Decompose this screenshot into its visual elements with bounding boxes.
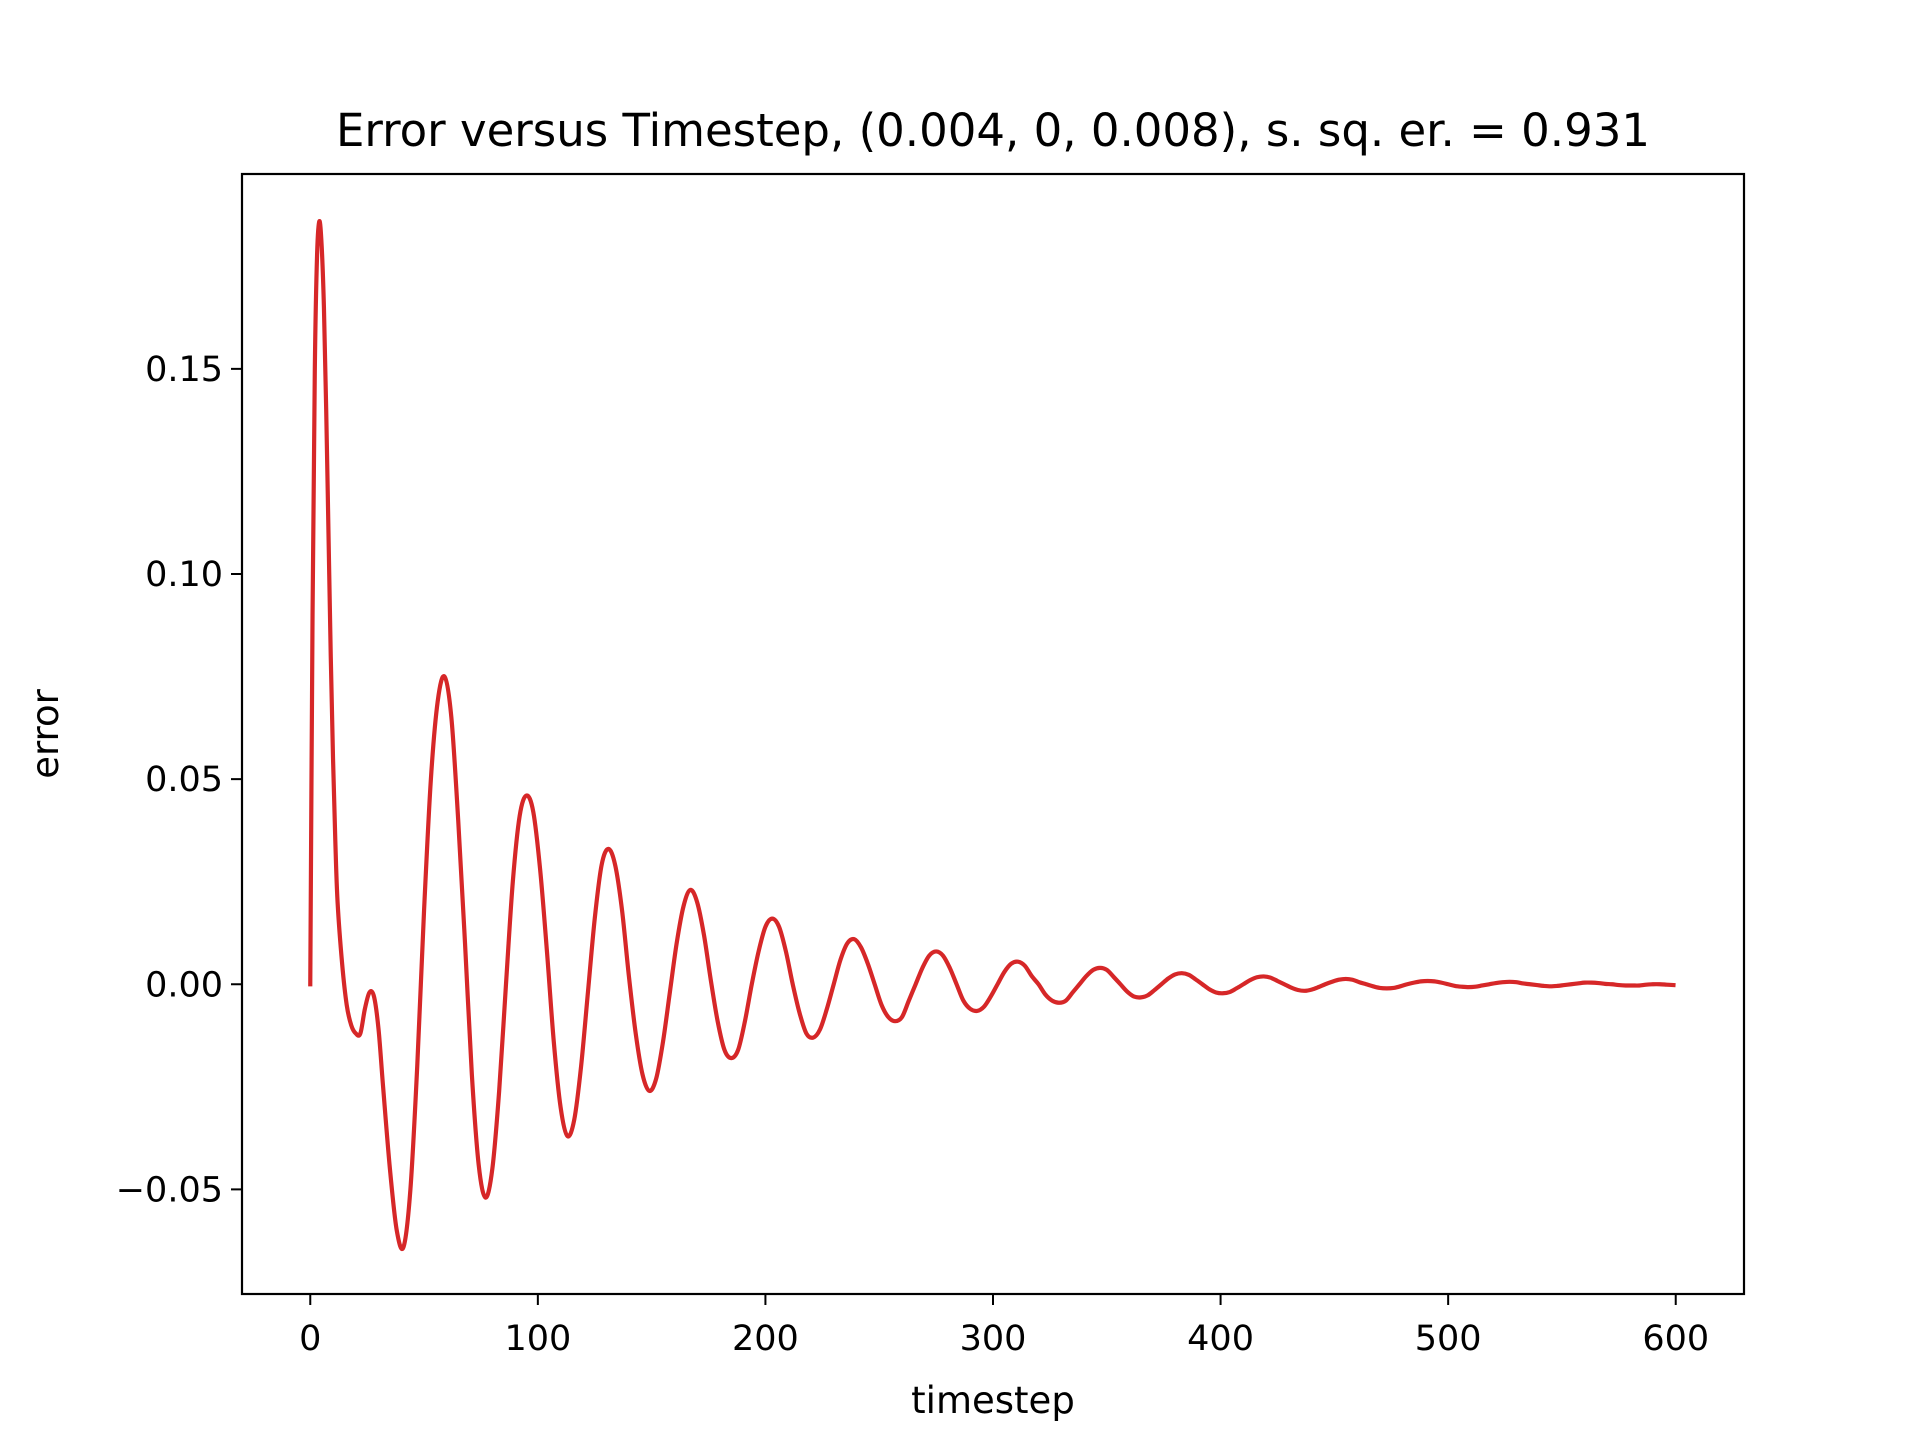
y-tick-label: −0.05 (116, 1170, 223, 1210)
y-axis-label: error (24, 688, 67, 778)
x-tick-label: 0 (299, 1319, 321, 1359)
x-axis-label: timestep (911, 1379, 1075, 1422)
y-tick-label: 0.10 (145, 555, 223, 595)
y-axis: −0.05 0.00 0.05 0.10 0.15 (116, 350, 242, 1210)
plot-frame (240, 172, 1746, 1296)
y-tick-label: 0.05 (145, 760, 223, 800)
chart-title: Error versus Timestep, (0.004, 0, 0.008)… (336, 104, 1650, 157)
series-line-0 (308, 219, 1676, 1252)
x-tick-label: 300 (960, 1319, 1027, 1359)
x-tick-label: 400 (1187, 1319, 1254, 1359)
plot-area (308, 219, 1676, 1252)
x-tick-label: 100 (504, 1319, 571, 1359)
y-tick-label: 0.15 (145, 350, 223, 390)
x-axis: 0 100 200 300 400 500 600 (299, 1294, 1709, 1359)
y-tick-label: 0.00 (145, 965, 223, 1005)
x-tick-label: 500 (1415, 1319, 1482, 1359)
x-tick-label: 600 (1642, 1319, 1709, 1359)
x-tick-label: 200 (732, 1319, 799, 1359)
